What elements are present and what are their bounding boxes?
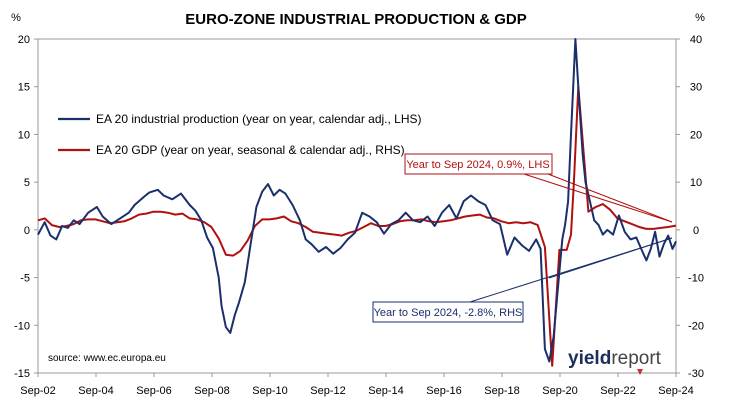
- left-tick-label: 5: [24, 177, 30, 189]
- x-tick-label: Sep-16: [426, 385, 461, 397]
- yieldreport-logo: yieldreport: [568, 348, 662, 375]
- legend-label-gdp: EA 20 GDP (year on year, seasonal & cale…: [96, 143, 405, 157]
- chart-title: EURO-ZONE INDUSTRIAL PRODUCTION & GDP: [185, 11, 526, 28]
- left-tick-label: 15: [18, 82, 30, 94]
- left-tick-label: 10: [18, 129, 30, 141]
- x-tick-label: Sep-22: [600, 385, 635, 397]
- right-tick-label: 10: [690, 177, 702, 189]
- left-tick-label: -10: [14, 320, 30, 332]
- right-tick-label: 30: [690, 82, 702, 94]
- x-tick-label: Sep-12: [310, 385, 345, 397]
- x-tick-label: Sep-18: [484, 385, 519, 397]
- left-tick-label: -15: [14, 368, 30, 380]
- series-line-industrial-production: [37, 38, 677, 363]
- x-tick-label: Sep-06: [136, 385, 171, 397]
- plot-area: [37, 38, 677, 374]
- x-tick-label: Sep-20: [542, 385, 577, 397]
- left-axis-unit: %: [11, 12, 21, 24]
- annotation-gdp-box: [404, 153, 553, 175]
- right-tick-label: 20: [690, 129, 702, 141]
- series-layer: [37, 38, 677, 367]
- annotation-gdp: Year to Sep 2024, 0.9%, LHS: [404, 153, 673, 223]
- left-tick-label: 20: [18, 34, 30, 46]
- x-axis: Sep-02 Sep-04 Sep-06 Sep-08 Sep-10 Sep-12 Sep-…: [20, 373, 694, 397]
- annotation-ip-leader-b: [548, 237, 673, 279]
- source-text: source: www.ec.europa.eu: [48, 353, 166, 364]
- annotation-gdp-leader-b: [547, 173, 673, 223]
- logo-part-report: report: [611, 348, 661, 369]
- legend-label-industrial-production: EA 20 industrial production (year on yea…: [96, 112, 422, 126]
- series-line-gdp: [37, 85, 677, 367]
- x-tick-label: Sep-24: [658, 385, 693, 397]
- annotation-ip-text: Year to Sep 2024, -2.8%, RHS: [374, 307, 523, 319]
- left-tick-label: 0: [24, 225, 30, 237]
- left-axis: 20 15 10 5 0 -5 -10 -15: [14, 34, 38, 380]
- annotation-gdp-leader-a: [523, 173, 673, 223]
- x-tick-label: Sep-14: [368, 385, 403, 397]
- left-tick-label: -5: [20, 273, 30, 285]
- annotation-ip-box: [372, 301, 524, 323]
- right-tick-label: -30: [688, 368, 704, 380]
- x-tick-label: Sep-02: [20, 385, 55, 397]
- right-axis: 40 30 20 10 0 -10 -20 -30: [676, 34, 704, 380]
- annotation-gdp-text: Year to Sep 2024, 0.9%, LHS: [406, 159, 549, 171]
- x-tick-label: Sep-08: [194, 385, 229, 397]
- logo-part-yield: yield: [568, 348, 611, 369]
- x-tick-label: Sep-10: [252, 385, 287, 397]
- legend: EA 20 industrial production (year on yea…: [58, 112, 422, 157]
- right-tick-label: -10: [688, 273, 704, 285]
- right-axis-unit: %: [695, 12, 705, 24]
- right-tick-label: 40: [690, 34, 702, 46]
- annotation-ip: Year to Sep 2024, -2.8%, RHS: [372, 237, 673, 323]
- right-tick-label: 0: [693, 225, 699, 237]
- logo-triangle-icon: [637, 369, 643, 375]
- x-tick-label: Sep-04: [78, 385, 113, 397]
- yieldreport-logo-text: yieldreport: [568, 348, 662, 369]
- right-tick-label: -20: [688, 320, 704, 332]
